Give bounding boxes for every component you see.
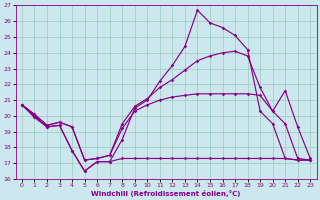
X-axis label: Windchill (Refroidissement éolien,°C): Windchill (Refroidissement éolien,°C) xyxy=(92,190,241,197)
